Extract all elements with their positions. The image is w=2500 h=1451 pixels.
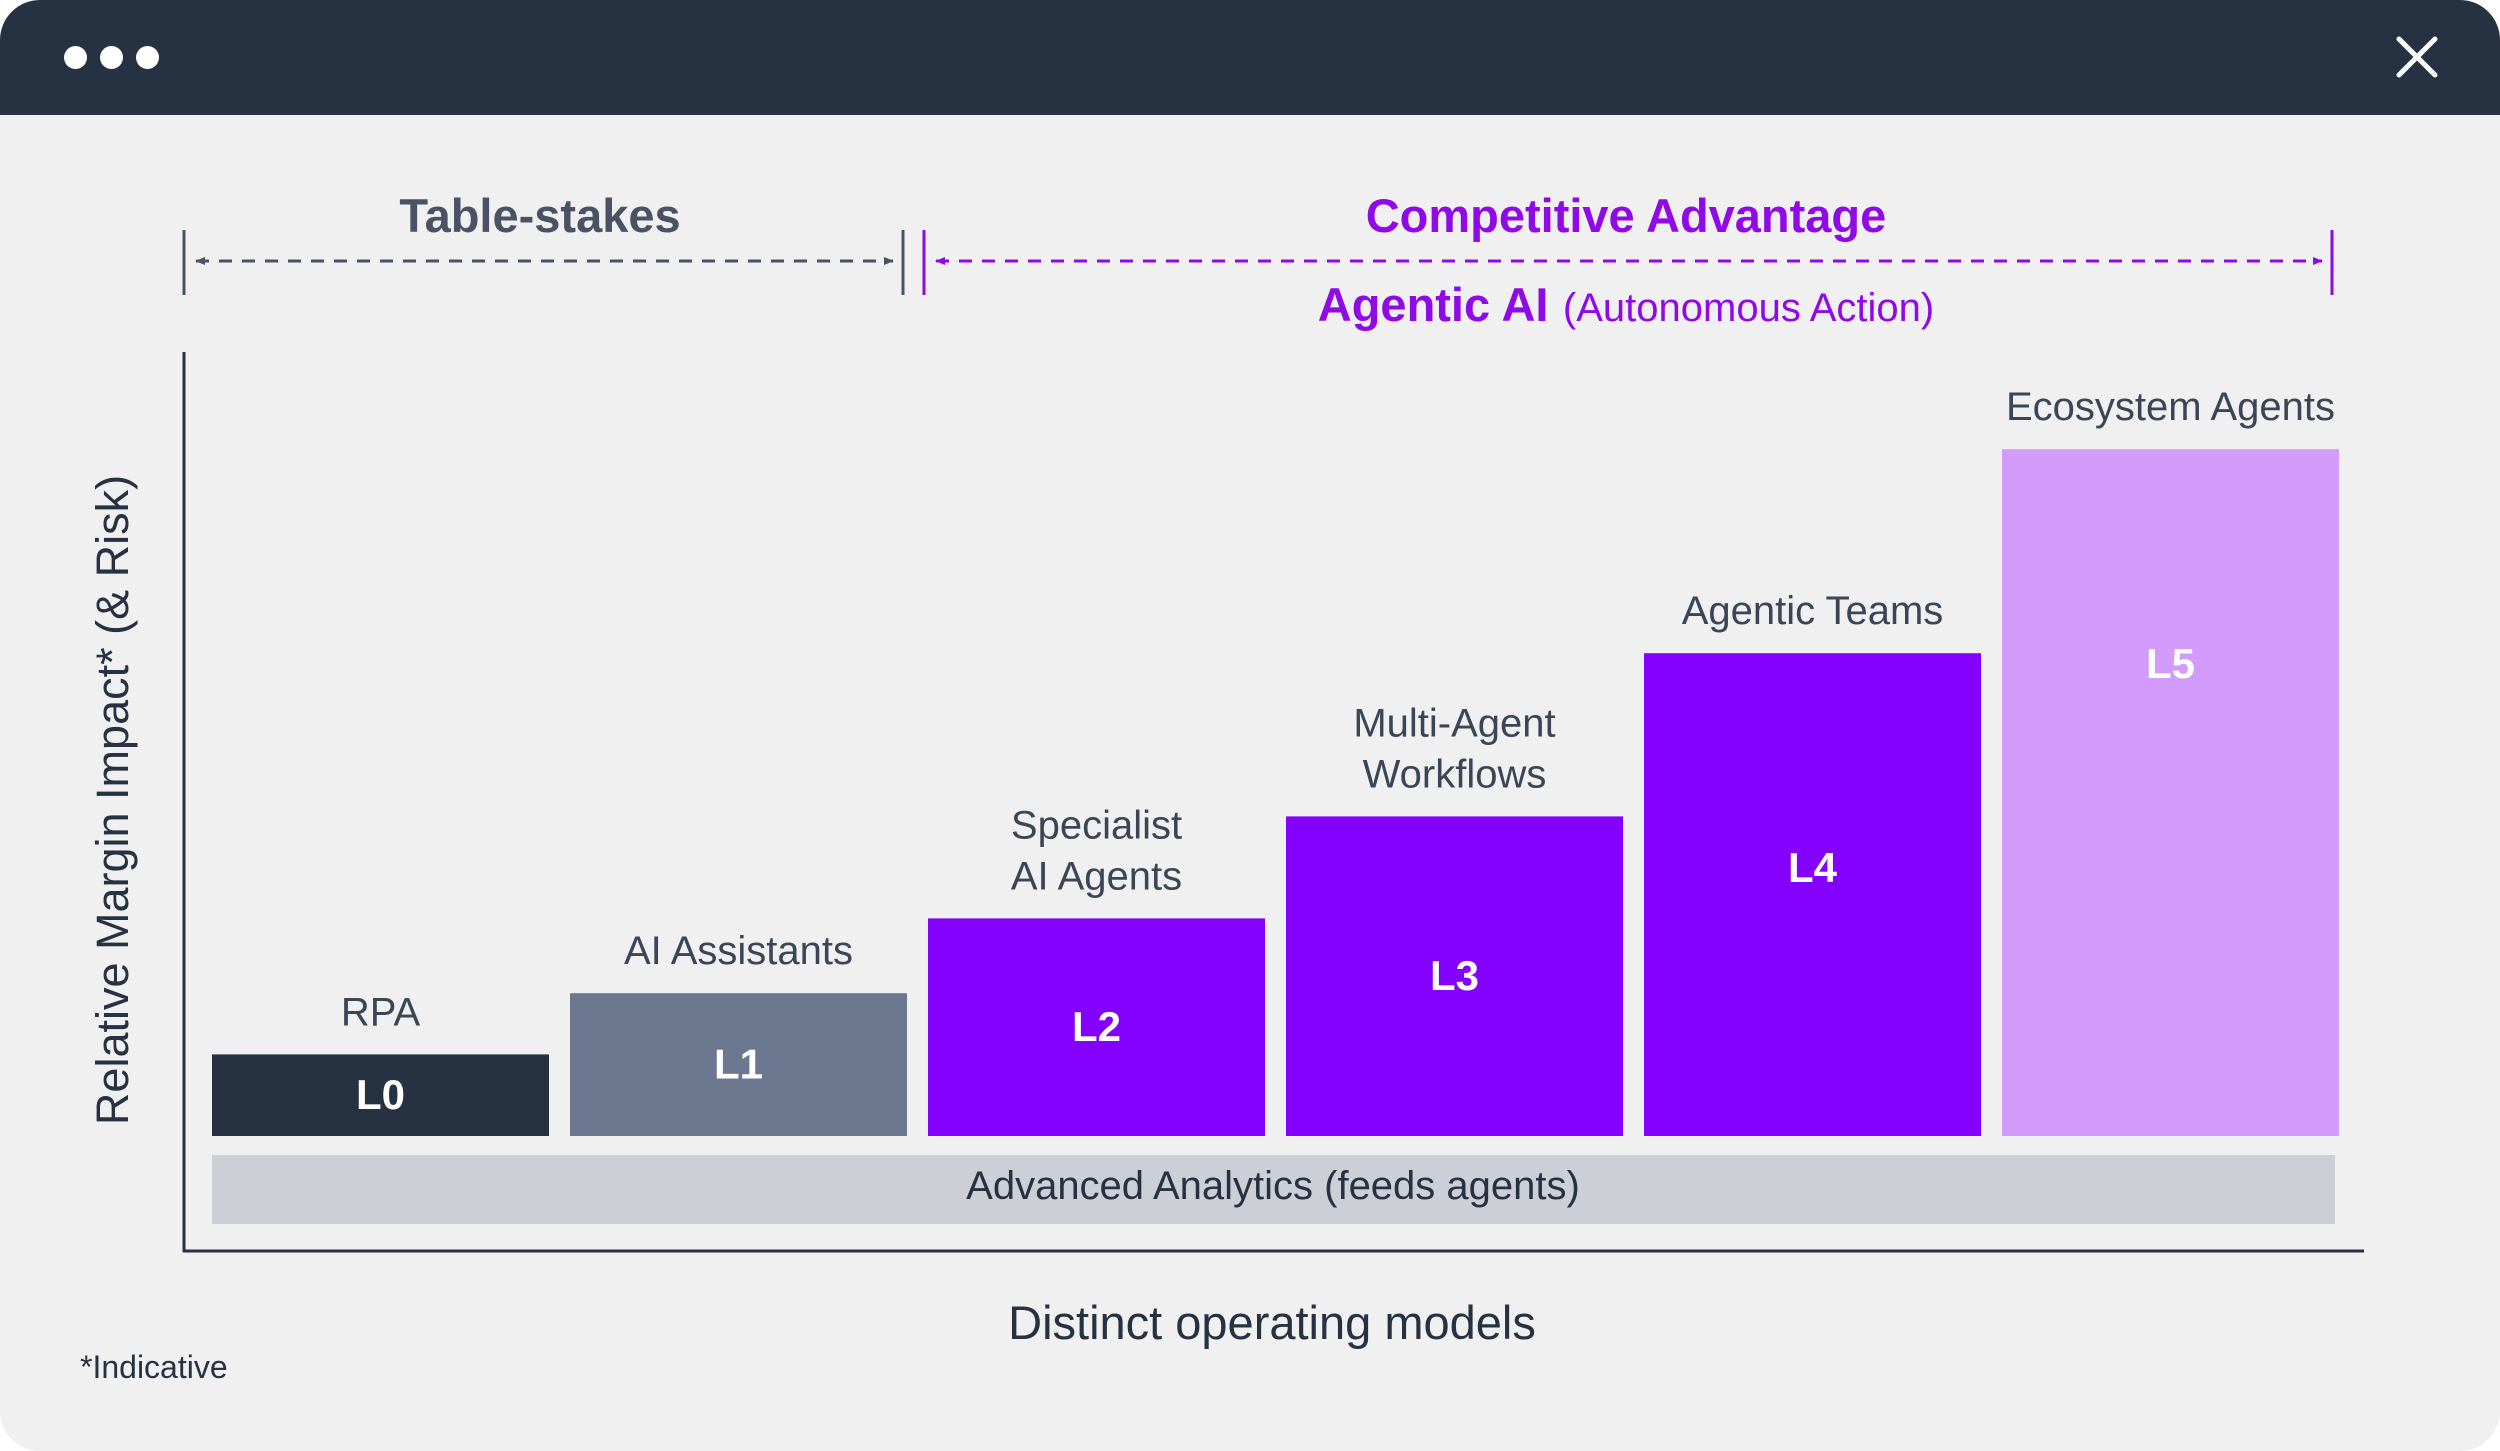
close-button[interactable] [2386, 26, 2448, 88]
table-stakes-label: Table-stakes [399, 189, 680, 242]
bar-category-label: Agentic Teams [1682, 589, 1944, 633]
agentic-ai-bold: Agentic AI [1318, 278, 1549, 331]
close-icon [2396, 36, 2438, 78]
bar-level-label: L0 [356, 1071, 405, 1118]
bar-l2 [928, 918, 1265, 1136]
competitive-advantage-label: Competitive Advantage [1366, 189, 1887, 242]
bar-category-label: Workflows [1363, 752, 1547, 796]
bar-l3 [1286, 816, 1623, 1136]
x-axis-label: Distinct operating models [1008, 1296, 1536, 1349]
window-dot-icon [64, 46, 87, 69]
bar-level-label: L4 [1788, 844, 1838, 891]
y-axis-label: Relative Margin Impact* (& Risk) [87, 475, 138, 1125]
bar-category-label: Specialist [1011, 803, 1182, 847]
table-stakes-bracket: Table-stakes [182, 189, 905, 295]
advanced-analytics-label: Advanced Analytics (feeds agents) [966, 1164, 1580, 1208]
bar-level-label: L2 [1072, 1003, 1121, 1050]
bar-category-label: Multi-Agent [1353, 701, 1555, 745]
bar-l4 [1644, 653, 1981, 1136]
bar-category-label: AI Assistants [624, 929, 853, 973]
bar-l0 [212, 1054, 549, 1136]
bar-level-label: L1 [714, 1041, 763, 1088]
agentic-ai-label: Agentic AI (Autonomous Action) [1318, 278, 1934, 331]
bar-level-label: L5 [2146, 640, 2195, 687]
title-bar [0, 0, 2500, 115]
advanced-analytics-band [212, 1155, 2335, 1224]
bar-l5 [2002, 449, 2339, 1136]
competitive-bracket: Competitive Advantage Agentic AI (Autono… [922, 189, 2334, 331]
window-dot-icon [136, 46, 159, 69]
bars-group: L0 RPA L1 AI Assistants L2 Specialist AI Agent… [212, 385, 2339, 1136]
bar-category-label: Ecosystem Agents [2006, 385, 2335, 429]
window-dot-icon [100, 46, 123, 69]
footnote: *Indicative [80, 1349, 228, 1385]
bar-category-label: RPA [341, 990, 421, 1034]
bar-category-label: AI Agents [1011, 854, 1182, 898]
agentic-ai-paren: (Autonomous Action) [1563, 286, 1934, 330]
bar-level-label: L3 [1430, 952, 1479, 999]
bar-l1 [570, 993, 907, 1136]
